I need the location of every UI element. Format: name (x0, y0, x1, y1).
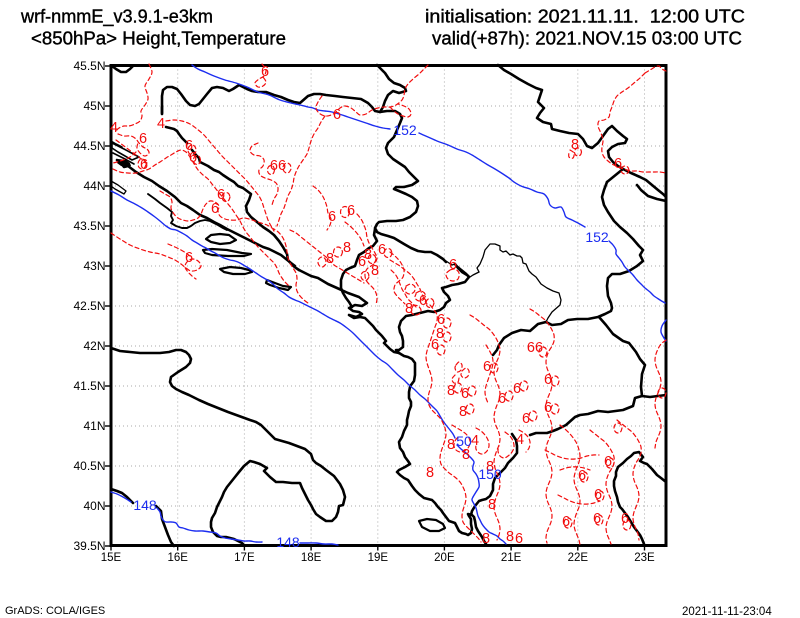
svg-text:148: 148 (276, 534, 300, 550)
svg-text:6: 6 (347, 203, 355, 219)
svg-text:6: 6 (139, 131, 147, 147)
svg-text:8: 8 (326, 251, 334, 267)
svg-text:6: 6 (515, 531, 523, 547)
svg-text:41.5N: 41.5N (73, 379, 105, 393)
svg-text:42.5N: 42.5N (73, 299, 105, 313)
svg-text:66: 66 (270, 158, 286, 174)
svg-text:66: 66 (527, 340, 543, 356)
svg-text:8: 8 (482, 531, 490, 547)
svg-text:6: 6 (328, 209, 336, 225)
svg-text:6: 6 (544, 372, 552, 388)
svg-text:40.5N: 40.5N (73, 459, 105, 473)
svg-text:6: 6 (614, 156, 622, 172)
svg-text:42N: 42N (83, 339, 105, 353)
svg-text:6: 6 (185, 250, 193, 266)
svg-text:39.5N: 39.5N (73, 539, 105, 553)
svg-text:43.5N: 43.5N (73, 219, 105, 233)
svg-text:8: 8 (462, 447, 470, 463)
svg-text:41N: 41N (83, 419, 105, 433)
svg-text:6: 6 (437, 312, 445, 328)
svg-text:22E: 22E (568, 552, 589, 564)
svg-text:17E: 17E (234, 552, 255, 564)
svg-text:8: 8 (447, 437, 455, 453)
svg-text:valid(+87h): 2021.NOV.15 03:00: valid(+87h): 2021.NOV.15 03:00 UTC (432, 29, 742, 49)
svg-text:6: 6 (211, 201, 219, 217)
svg-text:6: 6 (449, 257, 457, 273)
svg-text:6: 6 (378, 242, 386, 258)
svg-text:44.5N: 44.5N (73, 139, 105, 153)
svg-text:8: 8 (488, 497, 496, 513)
svg-text:8: 8 (405, 301, 413, 317)
svg-text:50: 50 (456, 433, 472, 449)
svg-text:8: 8 (371, 263, 379, 279)
svg-text:45.5N: 45.5N (73, 59, 105, 73)
svg-text:6: 6 (461, 386, 469, 402)
svg-text:6: 6 (431, 337, 439, 353)
svg-text:6: 6 (578, 468, 586, 484)
svg-text:6: 6 (594, 487, 602, 503)
svg-text:initialisation: 2021.11.11. 1: initialisation: 2021.11.11. 12:00 UTC (425, 7, 745, 27)
svg-text:45N: 45N (83, 99, 105, 113)
svg-text:4: 4 (110, 120, 118, 136)
svg-text:6: 6 (513, 381, 521, 397)
svg-text:2021-11-11-23:04: 2021-11-11-23:04 (682, 606, 772, 618)
svg-text:148: 148 (133, 497, 157, 513)
svg-text:4: 4 (157, 116, 165, 132)
svg-text:8: 8 (426, 465, 434, 481)
svg-text:44N: 44N (83, 179, 105, 193)
svg-text:150: 150 (478, 466, 502, 482)
svg-text:8: 8 (436, 326, 444, 342)
svg-text:<850hPa> Height,Temperature: <850hPa> Height,Temperature (31, 29, 286, 49)
svg-text:8: 8 (571, 137, 579, 153)
svg-text:6: 6 (522, 411, 530, 427)
svg-text:152: 152 (585, 229, 609, 245)
svg-text:18E: 18E (301, 552, 322, 564)
svg-text:6: 6 (621, 511, 629, 527)
svg-text:6: 6 (217, 187, 225, 203)
svg-text:6: 6 (261, 64, 269, 80)
svg-text:GrADS: COLA/IGES: GrADS: COLA/IGES (5, 605, 105, 617)
svg-text:8: 8 (486, 459, 494, 475)
svg-text:19E: 19E (368, 552, 389, 564)
svg-text:40N: 40N (83, 499, 105, 513)
svg-text:20E: 20E (434, 552, 455, 564)
svg-text:43N: 43N (83, 259, 105, 273)
svg-text:6: 6 (358, 254, 366, 270)
svg-text:21E: 21E (501, 552, 522, 564)
svg-text:6: 6 (544, 400, 552, 416)
svg-text:6: 6 (140, 157, 148, 173)
svg-text:4: 4 (516, 432, 524, 448)
svg-text:8: 8 (364, 247, 372, 263)
svg-text:6: 6 (189, 150, 197, 166)
svg-text:6: 6 (562, 514, 570, 530)
svg-text:6: 6 (483, 359, 491, 375)
svg-text:16E: 16E (167, 552, 188, 564)
svg-text:8: 8 (506, 529, 514, 545)
svg-text:15E: 15E (101, 552, 122, 564)
svg-text:4: 4 (471, 433, 479, 449)
svg-text:6: 6 (604, 454, 612, 470)
svg-text:6: 6 (185, 138, 193, 154)
svg-text:6: 6 (419, 293, 427, 309)
svg-text:23E: 23E (634, 552, 655, 564)
svg-text:8: 8 (459, 404, 467, 420)
svg-text:wrf-nmmE_v3.9.1-e3km: wrf-nmmE_v3.9.1-e3km (20, 7, 213, 28)
svg-text:6: 6 (333, 107, 341, 123)
svg-text:8: 8 (343, 240, 351, 256)
svg-text:6: 6 (593, 511, 601, 527)
svg-text:8: 8 (447, 383, 455, 399)
svg-text:152: 152 (393, 122, 417, 138)
svg-text:6: 6 (498, 391, 506, 407)
